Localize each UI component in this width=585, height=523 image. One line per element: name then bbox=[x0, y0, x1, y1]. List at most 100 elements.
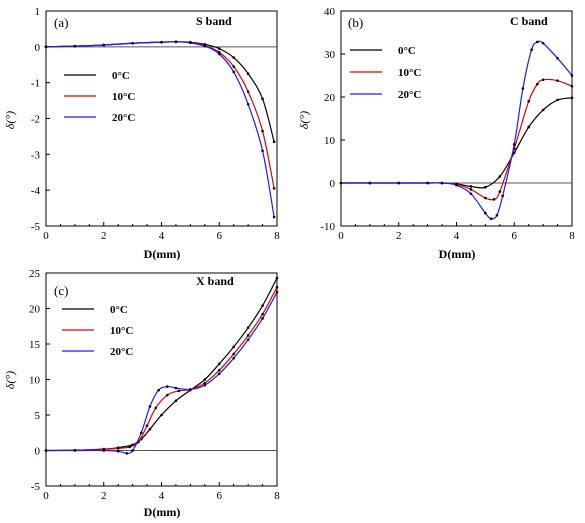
data-point bbox=[272, 140, 276, 144]
data-point bbox=[203, 378, 207, 381]
x-axis-label: D(mm) bbox=[144, 505, 181, 519]
data-point bbox=[455, 183, 458, 187]
data-point bbox=[521, 87, 525, 90]
data-point bbox=[232, 70, 235, 74]
data-point bbox=[261, 97, 264, 101]
y-tick-label: -3 bbox=[31, 149, 41, 161]
data-point bbox=[484, 186, 487, 189]
panel-label: (b) bbox=[348, 15, 363, 30]
y-tick-label: 5 bbox=[35, 410, 41, 422]
series-line-2 bbox=[45, 291, 278, 454]
data-point bbox=[527, 125, 530, 129]
data-point bbox=[102, 449, 106, 452]
data-point bbox=[232, 352, 235, 356]
data-point bbox=[246, 334, 250, 337]
x-tick-label: 6 bbox=[217, 230, 223, 242]
data-point bbox=[232, 356, 235, 360]
y-tick-label: 20 bbox=[29, 304, 41, 316]
data-point bbox=[469, 188, 473, 191]
series-line-1 bbox=[45, 286, 278, 452]
y-tick-label: 0 bbox=[35, 42, 41, 54]
data-point bbox=[469, 185, 473, 188]
data-point bbox=[148, 427, 152, 431]
data-point bbox=[203, 383, 207, 387]
data-point bbox=[272, 187, 276, 190]
data-point bbox=[495, 213, 499, 217]
data-point bbox=[217, 372, 221, 376]
panel-label: (a) bbox=[54, 15, 68, 30]
data-point bbox=[368, 181, 372, 185]
data-point bbox=[541, 78, 545, 82]
data-point bbox=[489, 217, 493, 220]
data-point bbox=[160, 40, 163, 44]
y-tick-label: 0 bbox=[35, 446, 41, 458]
data-point bbox=[469, 192, 473, 196]
chart-title: C band bbox=[510, 14, 548, 28]
legend-label: 10°C bbox=[110, 325, 133, 337]
x-tick-label: 2 bbox=[396, 230, 402, 242]
chart-1-plot: 0 2 4 6 810-1-2-3-4-50°C10°C20°C bbox=[31, 6, 280, 242]
data-point bbox=[556, 98, 559, 102]
data-point bbox=[217, 47, 221, 50]
data-point bbox=[128, 445, 132, 449]
data-point bbox=[498, 175, 502, 178]
x-axis-label: D(mm) bbox=[144, 247, 181, 261]
data-point bbox=[484, 211, 487, 215]
data-point bbox=[261, 312, 264, 316]
x-tick-label: 8 bbox=[274, 230, 280, 242]
data-point bbox=[189, 388, 192, 391]
data-point bbox=[165, 393, 169, 397]
chart-title: X band bbox=[196, 274, 234, 288]
x-tick-label: 8 bbox=[569, 230, 575, 242]
data-point bbox=[232, 65, 235, 68]
data-point bbox=[174, 386, 178, 390]
y-tick-label: 15 bbox=[29, 339, 41, 351]
data-point bbox=[426, 181, 429, 185]
series-line-2 bbox=[341, 40, 573, 220]
data-point bbox=[536, 40, 539, 44]
legend-label: 20°C bbox=[110, 346, 133, 358]
x-tick-label: 4 bbox=[454, 230, 460, 242]
data-point bbox=[44, 449, 48, 452]
y-tick-label: -10 bbox=[320, 221, 335, 233]
data-point bbox=[203, 44, 207, 48]
y-axis-label: δ(°) bbox=[297, 111, 311, 129]
legend-label: 20°C bbox=[112, 112, 135, 124]
data-point bbox=[73, 449, 77, 452]
y-tick-label: -1 bbox=[31, 78, 40, 90]
data-point bbox=[261, 129, 264, 133]
data-point bbox=[73, 44, 77, 48]
data-point bbox=[570, 96, 574, 100]
data-point bbox=[541, 108, 545, 112]
data-point bbox=[148, 405, 152, 408]
data-point bbox=[530, 48, 533, 51]
data-point bbox=[139, 431, 143, 435]
data-point bbox=[570, 84, 574, 88]
legend-label: 0°C bbox=[398, 45, 416, 57]
data-point bbox=[131, 449, 134, 452]
y-tick-label: -2 bbox=[31, 114, 40, 126]
y-tick-label: 0 bbox=[330, 178, 336, 190]
x-tick-label: 2 bbox=[101, 490, 107, 502]
data-point bbox=[154, 406, 158, 410]
x-tick-label: 0 bbox=[43, 230, 49, 242]
data-point bbox=[570, 74, 574, 77]
y-tick-label: -4 bbox=[31, 185, 41, 197]
data-point bbox=[189, 41, 192, 45]
data-point bbox=[541, 41, 545, 45]
data-point bbox=[246, 338, 250, 342]
legend-label: 0°C bbox=[112, 70, 130, 82]
plot-frame bbox=[45, 272, 278, 487]
data-point bbox=[512, 143, 516, 146]
data-point bbox=[174, 399, 178, 403]
data-point bbox=[217, 52, 221, 56]
data-point bbox=[501, 194, 505, 198]
data-point bbox=[556, 79, 559, 82]
legend-label: 10°C bbox=[112, 91, 135, 103]
data-point bbox=[157, 388, 160, 392]
data-point bbox=[275, 276, 279, 280]
data-point bbox=[174, 40, 178, 44]
series-line-2 bbox=[45, 41, 275, 218]
